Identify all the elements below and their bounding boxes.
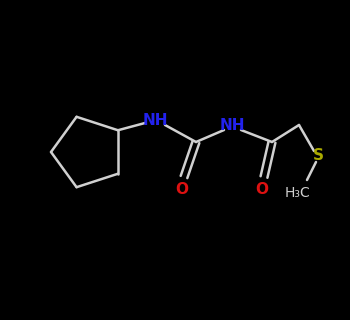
Text: H₃C: H₃C: [284, 186, 310, 200]
Text: O: O: [175, 181, 189, 196]
Text: O: O: [256, 181, 268, 196]
Text: S: S: [313, 148, 323, 163]
Text: NH: NH: [142, 113, 168, 127]
Text: NH: NH: [219, 117, 245, 132]
